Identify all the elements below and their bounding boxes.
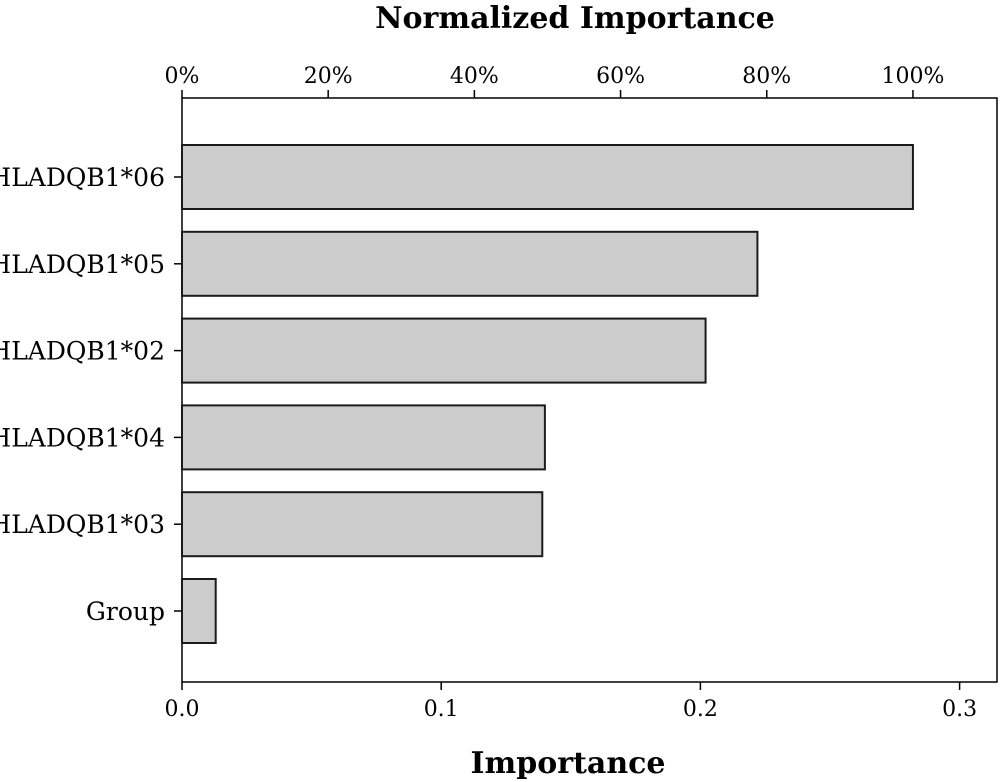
bottom-axis-title: Importance: [470, 746, 665, 781]
category-label: HLADQB1*02: [0, 337, 165, 366]
top-tick-label: 60%: [596, 64, 645, 89]
bar: [181, 404, 546, 471]
category-label: HLADQB1*05: [0, 250, 165, 279]
plot-frame: [181, 97, 998, 683]
category-axis: HLADQB1*06 HLADQB1*05 HLADQB1*02 HLADQB1*04…: [0, 163, 182, 626]
top-tick-label: 20%: [304, 64, 353, 89]
bottom-axis: 0.0 0.1 0.2 0.3: [165, 682, 977, 722]
top-axis-title: Normalized Importance: [375, 1, 775, 36]
category-label: HLADQB1*06: [0, 163, 165, 192]
category-label: HLADQB1*04: [0, 423, 165, 452]
bar: [181, 230, 759, 297]
top-tick-label: 40%: [450, 64, 499, 89]
bottom-tick-label: 0.3: [942, 697, 977, 722]
bar: [181, 578, 217, 644]
bar: [181, 144, 914, 210]
top-axis: 0% 20% 40% 60% 80% 100%: [165, 64, 944, 98]
bar: [181, 491, 544, 558]
bars: [181, 144, 914, 644]
bottom-tick-label: 0.1: [424, 697, 459, 722]
category-label: Group: [86, 597, 165, 626]
top-tick-label: 0%: [165, 64, 200, 89]
bottom-tick-label: 0.2: [683, 697, 718, 722]
bar: [181, 317, 707, 384]
category-label: HLADQB1*03: [0, 510, 165, 539]
top-tick-label: 100%: [881, 64, 944, 89]
bottom-tick-label: 0.0: [165, 697, 200, 722]
top-tick-label: 80%: [742, 64, 791, 89]
